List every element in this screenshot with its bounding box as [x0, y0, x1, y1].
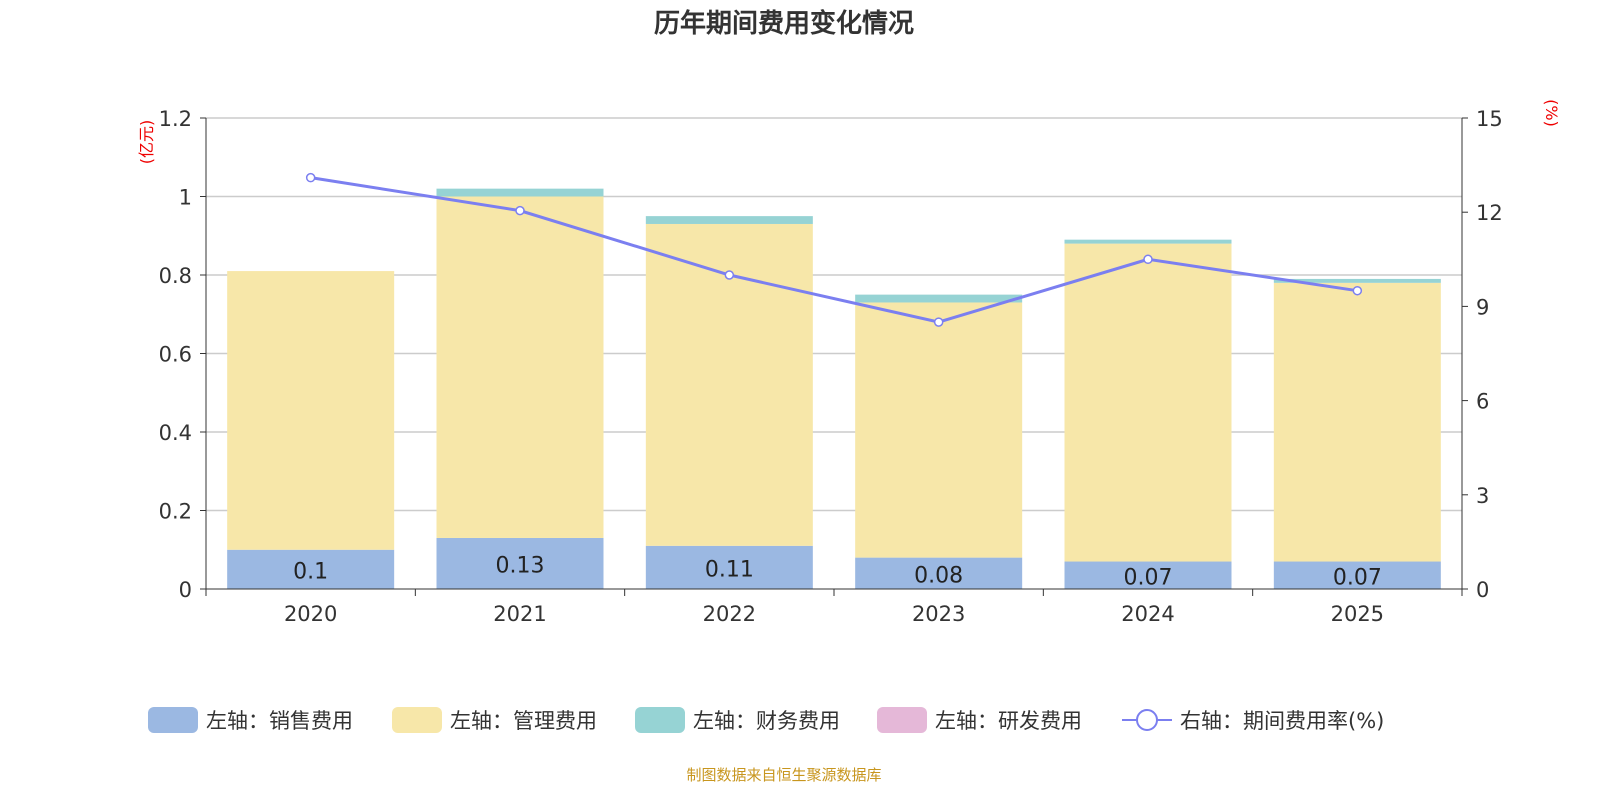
bar-segment	[1064, 239, 1232, 244]
bar-segment	[1064, 243, 1232, 562]
left-axis-unit: (亿元)	[137, 120, 156, 165]
bar-value-label: 0.11	[705, 557, 754, 582]
bar-value-label: 0.07	[1124, 565, 1173, 590]
left-tick-label: 0.4	[159, 421, 192, 445]
bar-segment	[227, 549, 395, 589]
bar-segment	[855, 294, 1023, 303]
rate-point	[305, 172, 316, 183]
legend-swatch-icon	[635, 707, 685, 733]
chart-title: 历年期间费用变化情况	[654, 8, 914, 39]
right-tick-label: 3	[1476, 484, 1489, 508]
bar-segment	[436, 188, 604, 197]
bar-segment	[1064, 561, 1232, 589]
x-tick-label: 2023	[912, 602, 965, 626]
right-tick-label: 9	[1476, 295, 1489, 319]
rate-point	[933, 317, 944, 327]
legend-label: 右轴：期间费用率(%)	[1180, 709, 1384, 733]
rate-point	[1143, 254, 1153, 265]
left-tick-label: 0	[179, 578, 192, 602]
bar-segment	[855, 557, 1023, 589]
legend-label: 左轴：研发费用	[935, 709, 1082, 733]
bar-value-label: 0.08	[914, 563, 963, 588]
legend-swatch-icon	[877, 707, 927, 733]
right-tick-label: 0	[1476, 578, 1489, 602]
legend-swatch-icon	[392, 707, 442, 733]
x-tick-label: 2020	[284, 602, 337, 626]
legend-label: 左轴：财务费用	[693, 709, 840, 733]
bar-value-label: 0.1	[293, 559, 328, 584]
rate-line	[310, 176, 1358, 324]
right-tick-label: 12	[1476, 201, 1503, 225]
left-tick-label: 1	[179, 186, 192, 210]
left-tick-label: 0.6	[159, 343, 192, 367]
bar-segment	[436, 537, 604, 589]
left-tick-label: 1.2	[159, 107, 192, 131]
x-tick-label: 2021	[493, 602, 546, 626]
right-tick-label: 15	[1476, 107, 1503, 131]
bar-segment	[1273, 282, 1441, 562]
right-axis-unit: (%)	[1542, 99, 1561, 127]
x-tick-label: 2024	[1121, 602, 1174, 626]
bar-segment	[645, 216, 813, 224]
legend-label: 左轴：销售费用	[206, 709, 353, 733]
left-tick-label: 0.8	[159, 264, 192, 288]
bar-segment	[1273, 561, 1441, 589]
footer-source: 制图数据来自恒生聚源数据库	[686, 766, 881, 784]
bar-value-label: 0.13	[496, 553, 545, 578]
rate-point	[515, 205, 525, 216]
bar-segment	[436, 196, 604, 538]
rate-point	[724, 270, 735, 280]
legend-label: 左轴：管理费用	[450, 709, 597, 733]
bar-segment	[645, 545, 813, 589]
left-tick-label: 0.2	[159, 500, 192, 524]
bar-segment	[1273, 278, 1441, 283]
rate-point	[1352, 285, 1363, 296]
bar-segment	[227, 271, 395, 550]
bar-segment	[855, 302, 1023, 558]
bar-value-label: 0.07	[1333, 565, 1382, 590]
right-tick-label: 6	[1476, 390, 1489, 414]
legend-swatch-icon	[148, 707, 198, 733]
x-tick-label: 2025	[1331, 602, 1384, 626]
legend-circle-icon	[1136, 709, 1158, 731]
x-tick-label: 2022	[703, 602, 756, 626]
